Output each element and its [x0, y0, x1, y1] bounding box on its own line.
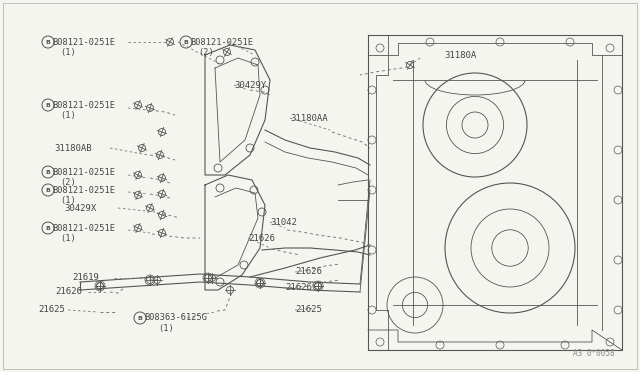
Text: (1): (1) [158, 324, 173, 333]
Text: 30429Y: 30429Y [234, 80, 266, 90]
Text: (1): (1) [60, 110, 76, 119]
Text: 21625: 21625 [38, 305, 65, 314]
Text: B: B [45, 103, 51, 108]
Text: B: B [45, 225, 51, 231]
Text: (1): (1) [60, 196, 76, 205]
Text: 21626: 21626 [295, 267, 322, 276]
Text: (1): (1) [60, 48, 76, 57]
Text: 21626: 21626 [55, 288, 82, 296]
Text: B: B [45, 170, 51, 174]
Text: B: B [45, 187, 51, 192]
Text: (1): (1) [60, 234, 76, 243]
Text: 21626: 21626 [248, 234, 275, 243]
Text: B08121-0251E: B08121-0251E [52, 167, 115, 176]
Text: B08121-0251E: B08121-0251E [52, 224, 115, 232]
Text: 21625: 21625 [295, 305, 322, 314]
Text: B08121-0251E: B08121-0251E [190, 38, 253, 46]
Text: B: B [138, 315, 143, 321]
Text: B: B [184, 39, 188, 45]
Text: 21626: 21626 [285, 283, 312, 292]
Text: 21619: 21619 [72, 273, 99, 282]
Text: 31180AB: 31180AB [54, 144, 92, 153]
Text: 31042: 31042 [270, 218, 297, 227]
Text: B08121-0251E: B08121-0251E [52, 186, 115, 195]
Text: B08363-6125G: B08363-6125G [144, 314, 207, 323]
Text: B08121-0251E: B08121-0251E [52, 38, 115, 46]
Text: A3 0*0058: A3 0*0058 [573, 349, 615, 358]
Text: B: B [45, 39, 51, 45]
Text: 31180A: 31180A [444, 51, 476, 60]
Text: B08121-0251E: B08121-0251E [52, 100, 115, 109]
Text: (2): (2) [60, 177, 76, 186]
Text: 30429X: 30429X [64, 203, 96, 212]
Text: (2): (2) [198, 48, 214, 57]
Text: 31180AA: 31180AA [290, 113, 328, 122]
